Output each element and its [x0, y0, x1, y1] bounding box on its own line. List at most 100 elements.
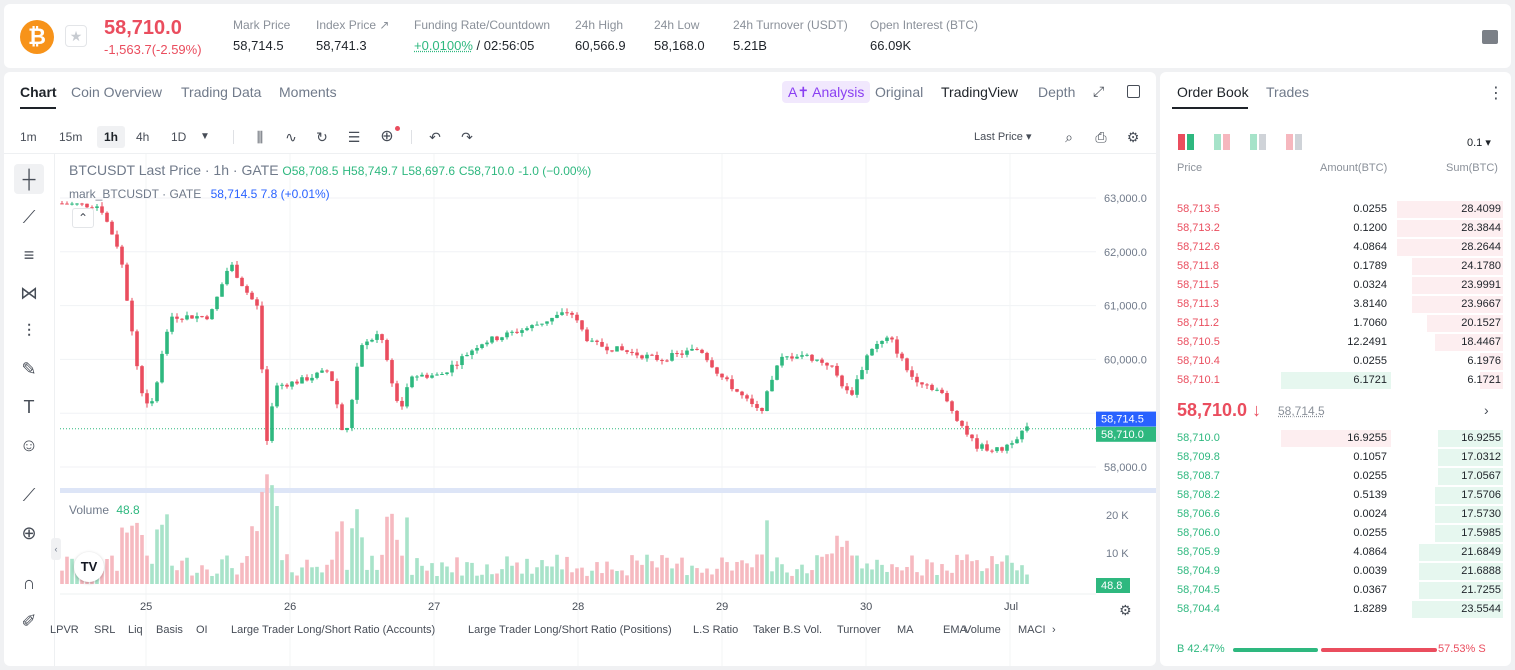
compare-icon[interactable]: ↻: [316, 129, 328, 145]
volume-bar: [165, 514, 169, 584]
star-icon[interactable]: ★: [65, 25, 87, 47]
brush-tool-icon[interactable]: ✎: [21, 359, 37, 379]
ask-row[interactable]: 58,710.5 12.2491 18.4467: [1160, 333, 1511, 352]
view-depth[interactable]: Depth: [1038, 84, 1076, 100]
both-sides-view-icon[interactable]: [1178, 134, 1194, 150]
collapse-legend-button[interactable]: ⌃: [72, 208, 94, 228]
interval-1h[interactable]: 1h: [97, 126, 125, 148]
templates-icon[interactable]: ☰: [347, 129, 361, 145]
tab-trading-data[interactable]: Trading Data: [181, 84, 262, 100]
ask-row[interactable]: 58,713.2 0.1200 28.3844: [1160, 219, 1511, 238]
indicator-item[interactable]: MA: [897, 624, 914, 636]
candlestick-chart[interactable]: 63,000.0 62,000.0 61,000.0 60,000.0 58,000.0…: [60, 154, 1156, 666]
indicator-item[interactable]: EMA: [943, 624, 967, 636]
window-icon[interactable]: [1127, 85, 1140, 98]
pattern-tool-icon[interactable]: ⋈: [20, 283, 38, 303]
bid-row[interactable]: 58,710.0 16.9255 16.9255: [1160, 429, 1511, 448]
lock-draw-tool-icon[interactable]: ✐: [21, 611, 37, 631]
interval-1m[interactable]: 1m: [20, 130, 37, 144]
camera-icon[interactable]: ⎙: [1095, 129, 1107, 145]
ask-row[interactable]: 58,710.4 0.0255 6.1976: [1160, 352, 1511, 371]
tab-chart[interactable]: Chart: [20, 84, 57, 100]
undo-icon[interactable]: ↶: [429, 129, 441, 145]
tab-trades[interactable]: Trades: [1266, 84, 1310, 100]
bid-row[interactable]: 58,708.7 0.0255 17.0567: [1160, 467, 1511, 486]
interval-1d[interactable]: 1D: [171, 130, 187, 144]
volume-bar: [465, 562, 469, 584]
candle: [325, 370, 329, 372]
tab-moments[interactable]: Moments: [279, 84, 337, 100]
ask-row[interactable]: 58,710.1 6.1721 6.1721: [1160, 371, 1511, 390]
indicator-item[interactable]: Turnover: [837, 624, 881, 636]
bid-row[interactable]: 58,704.4 1.8289 23.5544: [1160, 600, 1511, 619]
chart-settings-icon[interactable]: ⚙: [1119, 602, 1132, 618]
bid-row[interactable]: 58,706.6 0.0024 17.5730: [1160, 505, 1511, 524]
ai-analysis-button[interactable]: A✝ Analysis: [782, 81, 871, 103]
view-original[interactable]: Original: [875, 84, 924, 100]
document-icon[interactable]: [1482, 30, 1498, 44]
interval-dropdown-icon[interactable]: ▼: [200, 131, 210, 142]
bid-row[interactable]: 58,706.0 0.0255 17.5985: [1160, 524, 1511, 543]
indicator-item[interactable]: Large Trader Long/Short Ratio (Positions…: [468, 624, 672, 636]
chevron-right-icon[interactable]: ›: [1052, 624, 1056, 636]
bids-view-icon[interactable]: [1250, 134, 1266, 150]
ask-row[interactable]: 58,711.3 3.8140 23.9667: [1160, 295, 1511, 314]
more-icon[interactable]: ⋮: [1488, 85, 1504, 102]
indicator-item[interactable]: MACI: [1018, 624, 1046, 636]
search-icon[interactable]: ⌕: [1065, 129, 1073, 145]
indicator-item[interactable]: Taker B.S Vol.: [753, 624, 823, 636]
text-tool-icon[interactable]: T: [23, 397, 35, 417]
bid-row[interactable]: 58,704.5 0.0367 21.7255: [1160, 581, 1511, 600]
indicator-item[interactable]: LPVR: [50, 624, 79, 636]
emoji-tool-icon[interactable]: ☺: [19, 435, 39, 455]
indicator-item[interactable]: Basis: [156, 624, 183, 636]
indicator-item[interactable]: SRL: [94, 624, 116, 636]
add-indicator-icon[interactable]: ⊕: [380, 128, 394, 145]
magnet-tool-icon[interactable]: ∩: [22, 573, 36, 593]
layout-view-icon[interactable]: [1214, 134, 1230, 150]
crosshair-tool-icon[interactable]: ┼: [14, 164, 44, 194]
chevron-right-icon[interactable]: ›: [1484, 402, 1489, 418]
ask-row[interactable]: 58,712.6 4.0864 28.2644: [1160, 238, 1511, 257]
interval-4h[interactable]: 4h: [136, 130, 150, 144]
tab-order-book[interactable]: Order Book: [1177, 84, 1249, 100]
asks-view-icon[interactable]: [1286, 134, 1302, 150]
candle: [930, 384, 934, 390]
bid-row[interactable]: 58,708.2 0.5139 17.5706: [1160, 486, 1511, 505]
candle: [315, 372, 319, 378]
redo-icon[interactable]: ↷: [461, 129, 473, 145]
tab-coin-overview[interactable]: Coin Overview: [71, 84, 163, 100]
indicator-item[interactable]: Volume: [964, 624, 1001, 636]
interval-15m[interactable]: 15m: [59, 130, 83, 144]
funding-rate[interactable]: +0.0100%: [414, 38, 473, 53]
tradingview-logo[interactable]: TV: [74, 552, 104, 582]
index-price-label[interactable]: Index Price ↗: [316, 18, 390, 32]
zoom-in-tool-icon[interactable]: ⊕: [21, 523, 37, 543]
fib-tool-icon[interactable]: ⫶: [26, 321, 32, 341]
bid-row[interactable]: 58,709.8 0.1057 17.0312: [1160, 448, 1511, 467]
ask-row[interactable]: 58,711.8 0.1789 24.1780: [1160, 257, 1511, 276]
settings-icon[interactable]: ⚙: [1126, 129, 1140, 145]
ask-row[interactable]: 58,711.2 1.7060 20.1527: [1160, 314, 1511, 333]
view-tradingview[interactable]: TradingView: [941, 84, 1019, 100]
candle: [835, 365, 839, 376]
volume-bar: [605, 561, 609, 584]
expand-icon[interactable]: ⤢: [1093, 83, 1105, 99]
bid-row[interactable]: 58,704.9 0.0039 21.6888: [1160, 562, 1511, 581]
candle-type-icon[interactable]: ⫼: [256, 129, 264, 145]
precision-select[interactable]: 0.1 ▾: [1467, 137, 1491, 149]
indicator-item[interactable]: L.S Ratio: [693, 624, 739, 636]
ruler-tool-icon[interactable]: ⟋: [22, 485, 36, 505]
volume-bar: [630, 555, 634, 584]
collapse-toolbar-icon[interactable]: ‹: [51, 538, 61, 560]
price-type-select[interactable]: Last Price ▾: [974, 131, 1032, 143]
ask-row[interactable]: 58,713.5 0.0255 28.4099: [1160, 200, 1511, 219]
ask-row[interactable]: 58,711.5 0.0324 23.9991: [1160, 276, 1511, 295]
indicators-icon[interactable]: ∿: [285, 129, 297, 145]
bid-row[interactable]: 58,705.9 4.0864 21.6849: [1160, 543, 1511, 562]
horizontal-line-tool-icon[interactable]: ≡: [23, 245, 35, 265]
indicator-item[interactable]: OI: [196, 624, 208, 636]
trend-line-tool-icon[interactable]: ⟋: [22, 207, 36, 227]
indicator-item[interactable]: Liq: [128, 624, 143, 636]
indicator-item[interactable]: Large Trader Long/Short Ratio (Accounts): [231, 624, 436, 636]
